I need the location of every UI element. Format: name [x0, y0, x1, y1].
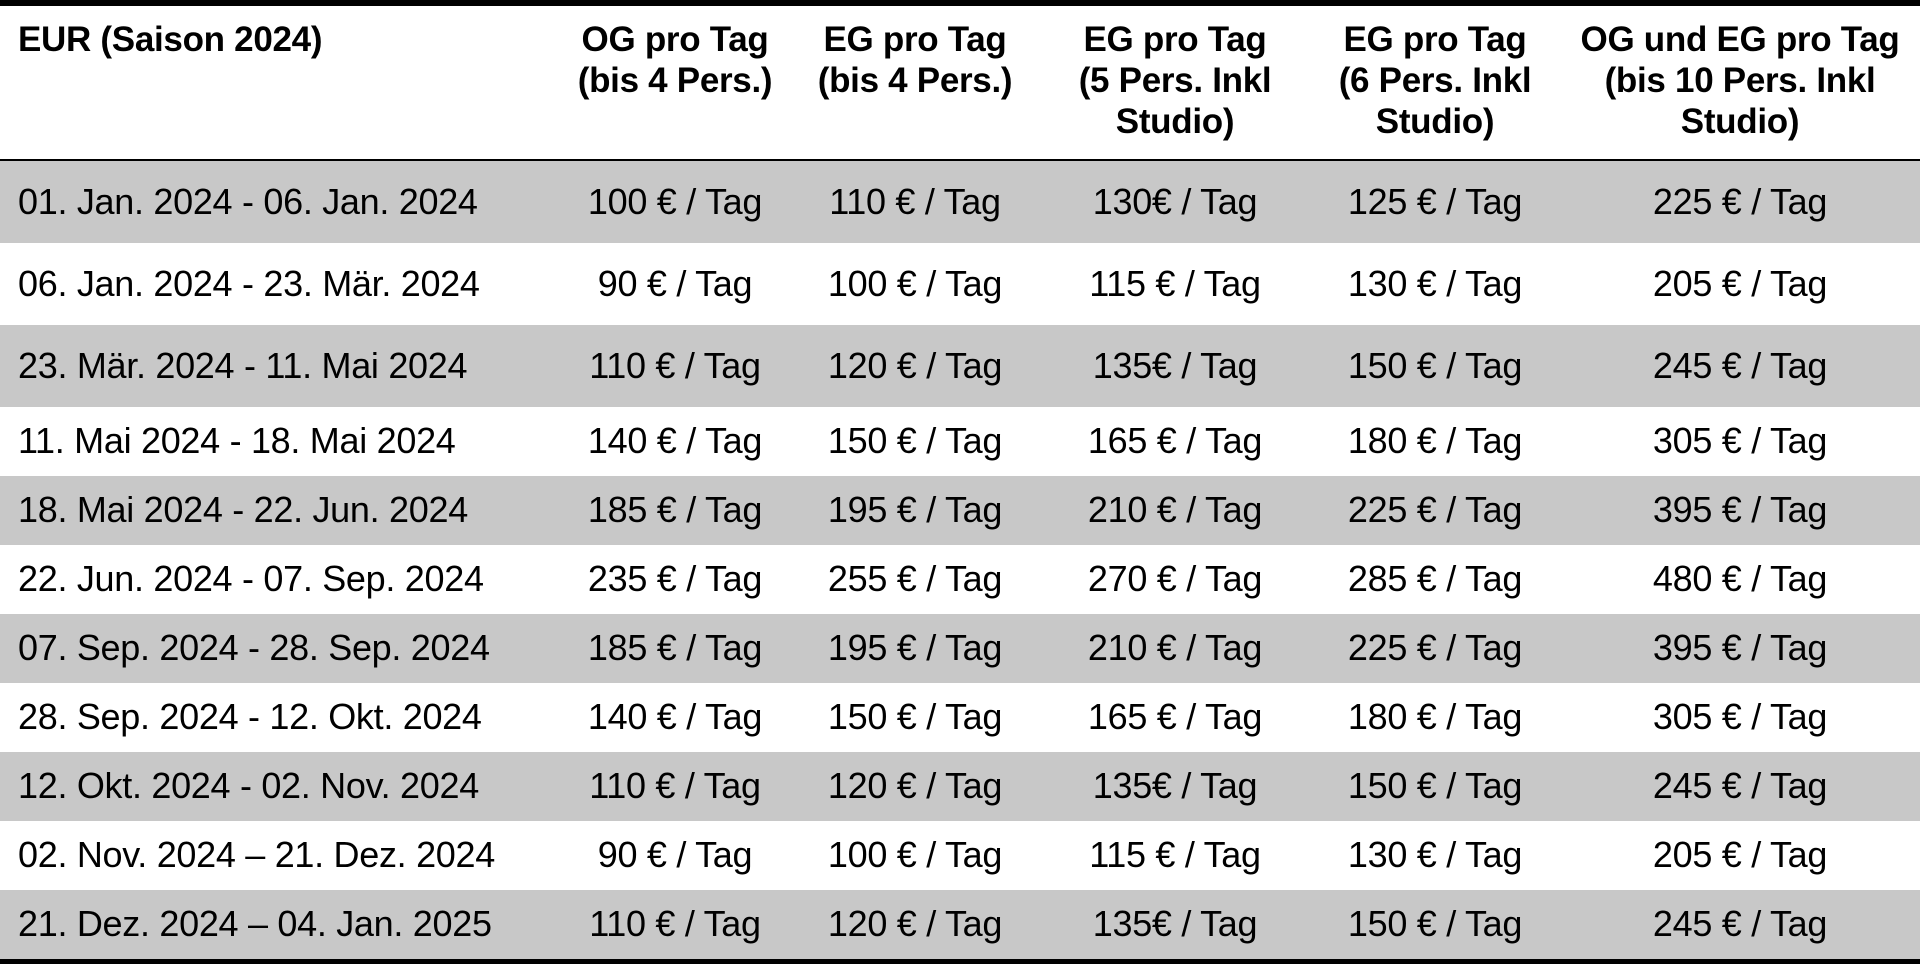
header-row: EUR (Saison 2024) OG pro Tag (bis 4 Pers…	[0, 3, 1920, 161]
price-cell: 245 € / Tag	[1652, 765, 1828, 807]
price-cell: 305 € / Tag	[1652, 420, 1828, 462]
price-cell: 115 € / Tag	[1089, 834, 1261, 876]
price-cell: 110 € / Tag	[589, 903, 761, 945]
table-row: 22. Jun. 2024 - 07. Sep. 2024 235 € / Tag…	[0, 545, 1920, 614]
period-cell: 02. Nov. 2024 – 21. Dez. 2024	[18, 834, 495, 876]
price-cell: 270 € / Tag	[1087, 558, 1263, 600]
price-cell: 150 € / Tag	[1347, 903, 1523, 945]
column-header-og-4pers: OG pro Tag (bis 4 Pers.)	[560, 3, 790, 161]
price-cell: 90 € / Tag	[597, 262, 753, 304]
table-row: 01. Jan. 2024 - 06. Jan. 2024 100 € / Tag…	[0, 159, 1920, 243]
price-cell: 225 € / Tag	[1652, 180, 1828, 222]
table-body: 01. Jan. 2024 - 06. Jan. 2024 100 € / Tag…	[0, 159, 1920, 962]
price-cell: 130€ / Tag	[1092, 180, 1258, 222]
price-cell: 225 € / Tag	[1347, 627, 1523, 669]
column-header-eg-6pers: EG pro Tag (6 Pers. Inkl Studio)	[1310, 3, 1560, 161]
price-cell: 225 € / Tag	[1347, 489, 1523, 531]
price-cell: 135€ / Tag	[1092, 765, 1258, 807]
price-cell: 395 € / Tag	[1652, 627, 1828, 669]
price-cell: 210 € / Tag	[1087, 627, 1263, 669]
price-cell: 100 € / Tag	[827, 834, 1003, 876]
price-cell: 110 € / Tag	[589, 344, 761, 386]
period-cell: 18. Mai 2024 - 22. Jun. 2024	[18, 489, 468, 531]
price-cell: 100 € / Tag	[827, 262, 1003, 304]
price-cell: 165 € / Tag	[1087, 696, 1263, 738]
period-cell: 22. Jun. 2024 - 07. Sep. 2024	[18, 558, 484, 600]
table-row: 28. Sep. 2024 - 12. Okt. 2024 140 € / Tag…	[0, 683, 1920, 752]
price-cell: 110 € / Tag	[829, 180, 1001, 222]
price-cell: 245 € / Tag	[1652, 344, 1828, 386]
period-cell: 21. Dez. 2024 – 04. Jan. 2025	[18, 903, 492, 945]
price-cell: 140 € / Tag	[587, 420, 763, 462]
period-cell: 28. Sep. 2024 - 12. Okt. 2024	[18, 696, 482, 738]
price-cell: 195 € / Tag	[827, 489, 1003, 531]
price-cell: 115 € / Tag	[1089, 262, 1261, 304]
price-cell: 135€ / Tag	[1092, 344, 1258, 386]
column-header-eg-5pers: EG pro Tag (5 Pers. Inkl Studio)	[1040, 3, 1310, 161]
column-header-og-eg-10pers: OG und EG pro Tag (bis 10 Pers. Inkl Stu…	[1560, 3, 1920, 161]
price-cell: 150 € / Tag	[827, 696, 1003, 738]
table-row: 06. Jan. 2024 - 23. Mär. 2024 90 € / Tag 1…	[0, 243, 1920, 325]
price-cell: 110 € / Tag	[589, 765, 761, 807]
price-cell: 205 € / Tag	[1652, 262, 1828, 304]
price-cell: 180 € / Tag	[1347, 420, 1523, 462]
price-cell: 120 € / Tag	[827, 344, 1003, 386]
price-cell: 480 € / Tag	[1652, 558, 1828, 600]
column-header-season: EUR (Saison 2024)	[0, 3, 560, 161]
price-cell: 130 € / Tag	[1347, 262, 1523, 304]
price-cell: 255 € / Tag	[827, 558, 1003, 600]
price-cell: 195 € / Tag	[827, 627, 1003, 669]
price-cell: 140 € / Tag	[587, 696, 763, 738]
period-cell: 07. Sep. 2024 - 28. Sep. 2024	[18, 627, 490, 669]
table-row: 23. Mär. 2024 - 11. Mai 2024 110 € / Tag 1…	[0, 324, 1920, 407]
table-row: 02. Nov. 2024 – 21. Dez. 2024 90 € / Tag 1…	[0, 821, 1920, 890]
table-row: 07. Sep. 2024 - 28. Sep. 2024 185 € / Tag…	[0, 613, 1920, 683]
table-row: 12. Okt. 2024 - 02. Nov. 2024 110 € / Tag…	[0, 751, 1920, 821]
period-cell: 11. Mai 2024 - 18. Mai 2024	[18, 420, 456, 462]
price-cell: 305 € / Tag	[1652, 696, 1828, 738]
column-header-eg-4pers: EG pro Tag (bis 4 Pers.)	[790, 3, 1040, 161]
price-cell: 100 € / Tag	[587, 180, 763, 222]
price-cell: 135€ / Tag	[1092, 903, 1258, 945]
table-row: 18. Mai 2024 - 22. Jun. 2024 185 € / Tag 1…	[0, 475, 1920, 545]
price-cell: 235 € / Tag	[587, 558, 763, 600]
period-cell: 01. Jan. 2024 - 06. Jan. 2024	[18, 180, 478, 222]
table-header: EUR (Saison 2024) OG pro Tag (bis 4 Pers…	[0, 3, 1920, 161]
price-cell: 130 € / Tag	[1347, 834, 1523, 876]
price-cell: 185 € / Tag	[587, 489, 763, 531]
table-row: 21. Dez. 2024 – 04. Jan. 2025 110 € / Tag…	[0, 889, 1920, 962]
price-cell: 285 € / Tag	[1347, 558, 1523, 600]
price-cell: 185 € / Tag	[587, 627, 763, 669]
price-cell: 90 € / Tag	[597, 834, 753, 876]
price-cell: 150 € / Tag	[1347, 765, 1523, 807]
price-cell: 120 € / Tag	[827, 903, 1003, 945]
price-cell: 245 € / Tag	[1652, 903, 1828, 945]
price-cell: 150 € / Tag	[827, 420, 1003, 462]
price-cell: 395 € / Tag	[1652, 489, 1828, 531]
price-cell: 205 € / Tag	[1652, 834, 1828, 876]
price-cell: 150 € / Tag	[1347, 344, 1523, 386]
table-row: 11. Mai 2024 - 18. Mai 2024 140 € / Tag 15…	[0, 407, 1920, 476]
price-cell: 180 € / Tag	[1347, 696, 1523, 738]
period-cell: 23. Mär. 2024 - 11. Mai 2024	[18, 344, 468, 386]
price-cell: 165 € / Tag	[1087, 420, 1263, 462]
period-cell: 12. Okt. 2024 - 02. Nov. 2024	[18, 765, 479, 807]
period-cell: 06. Jan. 2024 - 23. Mär. 2024	[18, 262, 480, 304]
price-cell: 210 € / Tag	[1087, 489, 1263, 531]
price-cell: 125 € / Tag	[1347, 180, 1523, 222]
price-cell: 120 € / Tag	[827, 765, 1003, 807]
